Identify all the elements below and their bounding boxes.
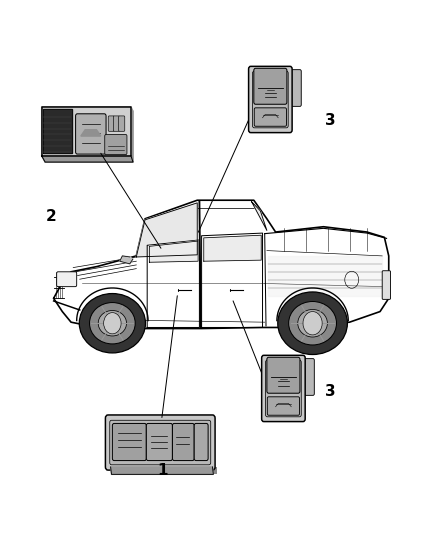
Text: 3: 3 bbox=[325, 113, 336, 128]
FancyBboxPatch shape bbox=[382, 271, 391, 300]
FancyBboxPatch shape bbox=[106, 415, 215, 470]
Polygon shape bbox=[149, 241, 198, 262]
FancyBboxPatch shape bbox=[249, 66, 292, 133]
FancyBboxPatch shape bbox=[254, 108, 286, 126]
FancyBboxPatch shape bbox=[113, 116, 120, 131]
Polygon shape bbox=[42, 107, 133, 162]
Polygon shape bbox=[42, 109, 72, 152]
FancyBboxPatch shape bbox=[173, 423, 194, 461]
Polygon shape bbox=[111, 467, 213, 474]
Bar bbox=[112, 467, 217, 474]
Polygon shape bbox=[42, 107, 131, 156]
FancyBboxPatch shape bbox=[267, 357, 300, 393]
FancyBboxPatch shape bbox=[76, 114, 106, 154]
Polygon shape bbox=[204, 235, 261, 261]
Ellipse shape bbox=[298, 310, 327, 337]
FancyBboxPatch shape bbox=[108, 116, 114, 131]
Ellipse shape bbox=[89, 303, 135, 344]
FancyBboxPatch shape bbox=[146, 423, 173, 461]
Polygon shape bbox=[42, 156, 133, 162]
Circle shape bbox=[104, 313, 121, 334]
FancyBboxPatch shape bbox=[267, 397, 300, 415]
Polygon shape bbox=[81, 130, 101, 136]
Ellipse shape bbox=[98, 311, 127, 336]
FancyBboxPatch shape bbox=[57, 272, 77, 287]
Polygon shape bbox=[136, 203, 197, 257]
FancyBboxPatch shape bbox=[119, 116, 125, 131]
Text: 1: 1 bbox=[157, 463, 168, 478]
FancyBboxPatch shape bbox=[254, 68, 287, 104]
Polygon shape bbox=[252, 202, 267, 230]
FancyBboxPatch shape bbox=[113, 423, 146, 461]
FancyBboxPatch shape bbox=[288, 70, 301, 107]
FancyBboxPatch shape bbox=[265, 360, 301, 417]
Polygon shape bbox=[120, 256, 133, 264]
Ellipse shape bbox=[278, 292, 347, 354]
FancyBboxPatch shape bbox=[301, 359, 314, 395]
FancyBboxPatch shape bbox=[194, 423, 208, 461]
FancyBboxPatch shape bbox=[105, 134, 127, 155]
FancyBboxPatch shape bbox=[253, 71, 288, 128]
FancyBboxPatch shape bbox=[110, 420, 211, 465]
Polygon shape bbox=[268, 256, 382, 296]
Ellipse shape bbox=[289, 302, 336, 345]
Ellipse shape bbox=[79, 294, 145, 353]
Text: 2: 2 bbox=[46, 208, 57, 224]
FancyBboxPatch shape bbox=[261, 356, 305, 422]
Text: 3: 3 bbox=[325, 384, 336, 399]
Circle shape bbox=[303, 312, 322, 335]
